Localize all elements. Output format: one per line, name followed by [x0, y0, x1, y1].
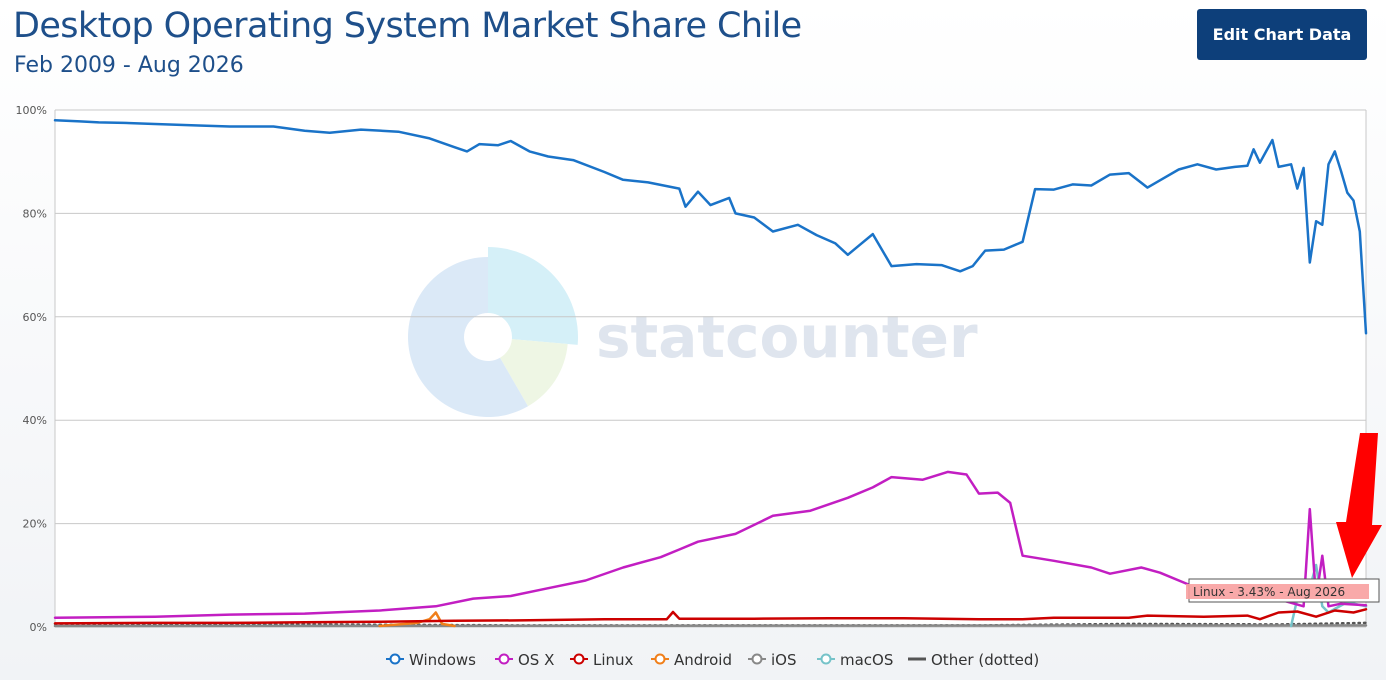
legend-item-windows[interactable]: Windows [386, 651, 476, 669]
red-arrow-annotation [1336, 433, 1382, 578]
arrow-icon [1336, 433, 1382, 578]
legend-marker-icon [573, 653, 585, 665]
page-subtitle: Feb 2009 - Aug 2026 [14, 53, 244, 78]
y-tick-label: 0% [30, 621, 47, 634]
legend-marker-icon [820, 653, 832, 665]
tooltip: Linux - 3.43% - Aug 2026 [1186, 578, 1380, 603]
tooltip-text: Linux - 3.43% - Aug 2026 [1193, 585, 1345, 599]
series-line-linux[interactable] [53, 608, 1368, 625]
legend: Windows OS X Linux Android iOS macOS Other (do… [386, 651, 1039, 669]
series-line-ios[interactable] [53, 624, 1368, 628]
watermark-segment [500, 339, 568, 407]
legend-item-ios[interactable]: iOS [748, 651, 797, 669]
legend-marker-icon [498, 653, 510, 665]
watermark-segment [408, 257, 528, 418]
series-line-android[interactable] [378, 611, 456, 628]
page-title: Desktop Operating System Market Share Ch… [13, 6, 802, 46]
y-tick-label: 60% [23, 311, 47, 324]
legend-label: OS X [518, 651, 554, 669]
watermark-text: statcounter [596, 303, 978, 371]
legend-label: Linux [593, 651, 634, 669]
legend-label: Other (dotted) [931, 651, 1039, 669]
edit-chart-data-button[interactable]: Edit Chart Data [1197, 9, 1367, 60]
legend-label: Windows [409, 651, 476, 669]
y-tick-label: 100% [16, 104, 47, 117]
legend-marker-icon [751, 653, 763, 665]
y-tick-label: 80% [23, 207, 47, 220]
legend-marker-icon [654, 653, 666, 665]
legend-label: Android [674, 651, 732, 669]
statcounter-watermark: statcounter [408, 247, 978, 418]
plot-background [55, 110, 1366, 627]
watermark-segment [488, 247, 578, 345]
y-tick-label: 20% [23, 518, 47, 531]
legend-item-linux[interactable]: Linux [570, 651, 634, 669]
legend-item-macos[interactable]: macOS [817, 651, 893, 669]
legend-item-osx[interactable]: OS X [495, 651, 554, 669]
tooltip-highlight [1186, 584, 1369, 599]
legend-item-android[interactable]: Android [651, 651, 732, 669]
y-tick-label: 40% [23, 414, 47, 427]
legend-label: macOS [840, 651, 893, 669]
series-line-windows[interactable] [53, 119, 1368, 335]
legend-label: iOS [771, 651, 797, 669]
legend-item-other[interactable]: Other (dotted) [908, 651, 1039, 669]
legend-marker-icon [389, 653, 401, 665]
